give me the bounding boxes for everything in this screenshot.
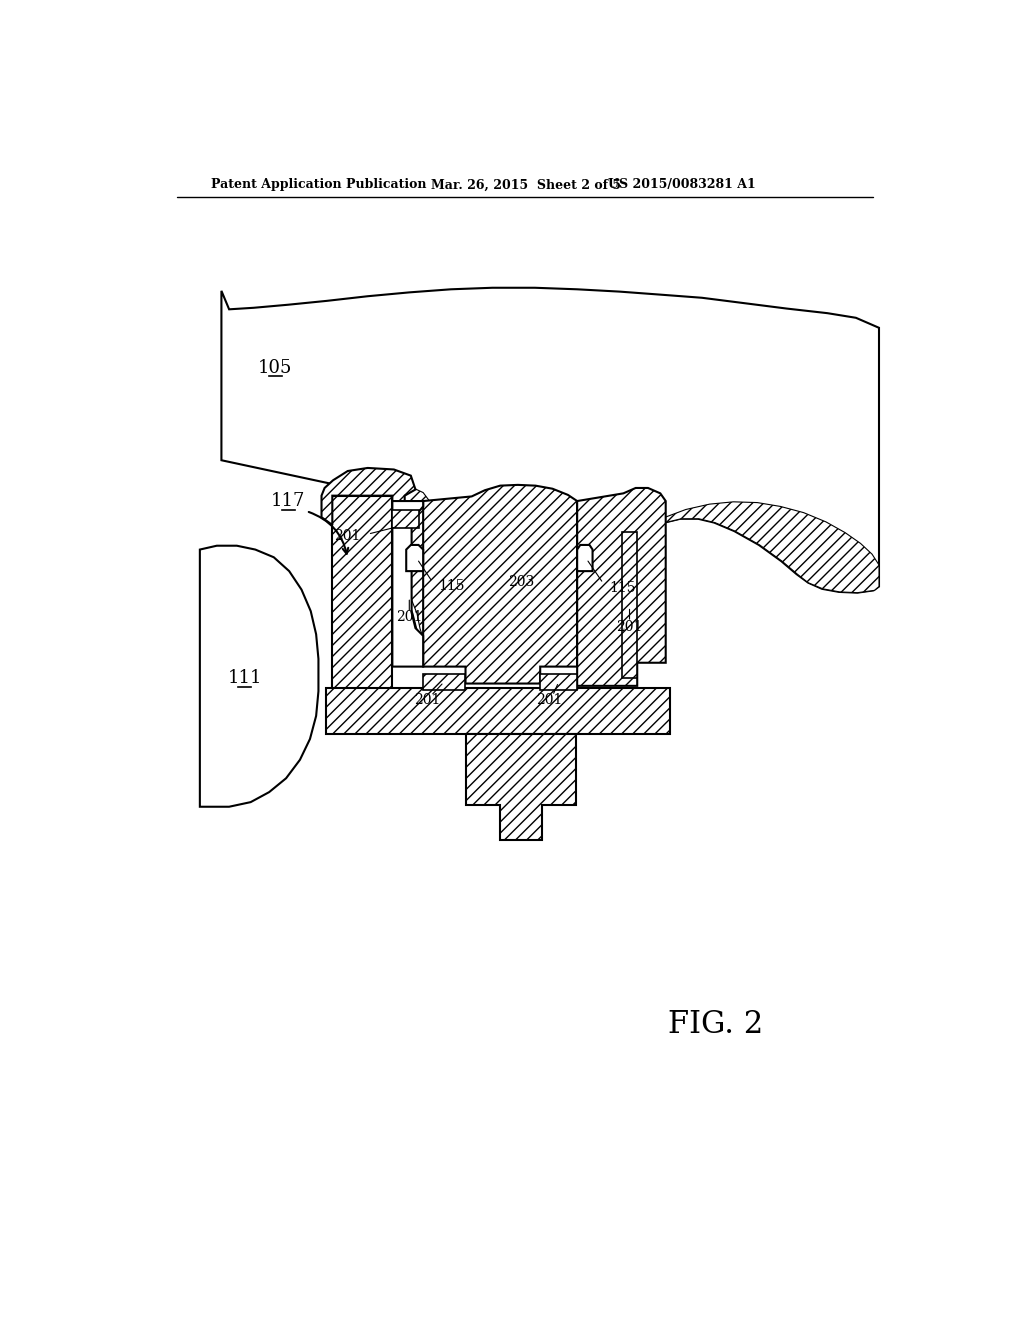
Polygon shape [333,496,392,731]
Text: 115: 115 [609,581,636,595]
Text: 201: 201 [414,693,440,708]
Text: FIG. 2: FIG. 2 [668,1010,763,1040]
Text: 117: 117 [271,492,305,510]
Polygon shape [407,545,423,572]
Polygon shape [356,483,879,659]
Text: 105: 105 [258,359,293,376]
Polygon shape [326,688,670,734]
Polygon shape [221,288,879,659]
Text: US 2015/0083281 A1: US 2015/0083281 A1 [608,178,756,191]
Text: 201: 201 [537,693,562,708]
Text: Mar. 26, 2015  Sheet 2 of 5: Mar. 26, 2015 Sheet 2 of 5 [431,178,621,191]
Polygon shape [578,488,666,686]
Polygon shape [322,469,416,525]
Text: Patent Application Publication: Patent Application Publication [211,178,427,191]
Polygon shape [423,675,465,689]
Polygon shape [392,510,419,528]
Text: 203: 203 [508,576,535,589]
Polygon shape [423,484,578,684]
Polygon shape [578,545,593,572]
Text: 201: 201 [396,610,423,624]
Text: 111: 111 [227,669,262,688]
Polygon shape [541,675,578,689]
Text: 201: 201 [616,619,643,634]
Polygon shape [622,532,637,678]
Polygon shape [200,545,318,807]
Polygon shape [466,734,575,840]
Polygon shape [392,502,423,667]
Text: 115: 115 [438,578,465,593]
Text: 201: 201 [334,529,360,544]
